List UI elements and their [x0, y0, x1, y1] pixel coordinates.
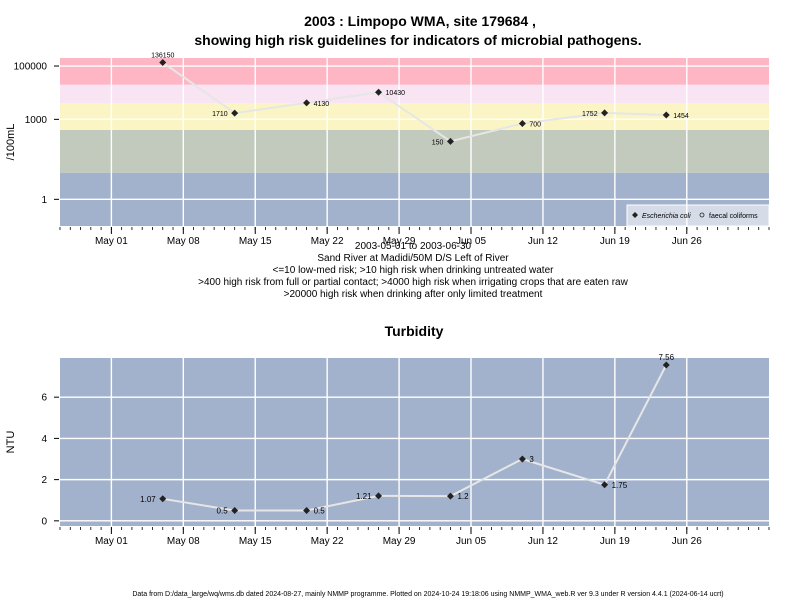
- y-tick-label-0: 0: [41, 516, 47, 527]
- site-description: Sand River at Madidi/50M D/S Left of Riv…: [317, 253, 509, 264]
- data-label-3: 1.21: [356, 492, 372, 501]
- x-tick-label-3: May 22: [311, 536, 344, 547]
- x-tick-label-7: Jun 19: [600, 536, 630, 547]
- data-point-4: [446, 492, 454, 500]
- y-tick-label-2: 100000: [14, 62, 48, 73]
- y-tick-label-0: 1: [41, 195, 47, 206]
- x-tick-label-0: May 01: [95, 236, 128, 247]
- data-label-7: 7.56: [658, 353, 674, 362]
- y-tick-label-1: 1000: [25, 115, 48, 126]
- x-tick-label-2: May 15: [239, 236, 272, 247]
- x-tick-label-2: May 15: [239, 536, 272, 547]
- data-point-5: [518, 119, 526, 127]
- risk-band-3: [60, 84, 769, 104]
- x-tick-label-4: May 29: [383, 536, 416, 547]
- risk-band-4: [60, 58, 769, 85]
- turbidity-title: Turbidity: [385, 323, 444, 339]
- data-point-2: [303, 507, 311, 515]
- microbial-chart: May 01 May 08 May 15 May 22 May 29 Jun 05 Jun …: [5, 52, 770, 247]
- data-label-1: 1710: [212, 111, 228, 118]
- data-label-2: 4130: [314, 101, 330, 108]
- risk-note-3: >20000 high risk when drinking after onl…: [284, 289, 543, 300]
- risk-note-2: >400 high risk from full or partial cont…: [198, 277, 628, 288]
- legend-box: [626, 204, 770, 227]
- date-range-label: 2003-05-01 to 2003-06-30: [355, 241, 472, 252]
- chart-title-line1: 2003 : Limpopo WMA, site 179684 ,: [304, 13, 536, 29]
- x-tick-label-8: Jun 26: [672, 536, 702, 547]
- data-label-6: 1.75: [612, 481, 628, 490]
- data-label-4: 150: [432, 139, 444, 146]
- x-tick-label-6: Jun 12: [528, 536, 558, 547]
- plot-background: [60, 358, 769, 526]
- data-point-0: [159, 58, 167, 66]
- data-label-6: 1752: [582, 111, 598, 118]
- data-point-3: [375, 88, 383, 96]
- legend-label-ecoli: Escherichia coli: [642, 213, 691, 220]
- y-axis-label: /100mL: [5, 124, 17, 161]
- data-point-1: [231, 109, 239, 117]
- legend-marker-ecoli: [632, 212, 638, 218]
- data-point-1: [231, 507, 239, 515]
- turbidity-chart: May 01 May 08 May 15 May 22 May 29 Jun 05 Jun …: [5, 353, 770, 547]
- x-tick-label-1: May 08: [167, 536, 200, 547]
- y-tick-label-3: 6: [41, 393, 47, 404]
- x-tick-label-1: May 08: [167, 236, 200, 247]
- data-label-7: 1454: [673, 113, 689, 120]
- series-line-0: [162, 364, 668, 512]
- series-line-0: [162, 61, 667, 143]
- legend-marker-faecal: [699, 212, 705, 218]
- data-label-1: 0.5: [217, 507, 229, 516]
- data-label-4: 1.2: [457, 492, 469, 501]
- x-tick-label-7: Jun 19: [600, 236, 630, 247]
- x-tick-label-3: May 22: [311, 236, 344, 247]
- data-label-0: 1.07: [140, 495, 156, 504]
- y-tick-label-2: 4: [41, 434, 47, 445]
- data-point-7: [662, 361, 670, 369]
- y-tick-label-1: 2: [41, 475, 47, 486]
- data-point-3: [375, 492, 383, 500]
- x-tick-label-4: May 29: [383, 236, 416, 247]
- data-point-7: [662, 111, 670, 119]
- x-tick-label-0: May 01: [95, 536, 128, 547]
- data-point-6: [601, 481, 609, 489]
- data-point-6: [601, 109, 609, 117]
- data-label-5: 700: [529, 121, 541, 128]
- risk-band-1: [60, 129, 769, 173]
- data-label-3: 10430: [386, 90, 406, 97]
- data-label-2: 0.5: [314, 507, 326, 516]
- legend-label-faecal: faecal coliforms: [709, 213, 758, 220]
- x-tick-label-5: Jun 05: [456, 536, 486, 547]
- x-tick-label-6: Jun 12: [528, 236, 558, 247]
- chart-title-line2: showing high risk guidelines for indicat…: [194, 32, 641, 48]
- footer-note: Data from D:/data_large/wq/wms.db dated …: [132, 591, 723, 598]
- data-point-0: [159, 495, 167, 503]
- risk-note-1: <=10 low-med risk; >10 high risk when dr…: [273, 265, 555, 276]
- y-axis-label: NTU: [5, 431, 17, 454]
- data-label-0: 136150: [151, 52, 174, 59]
- x-tick-label-5: Jun 05: [456, 236, 486, 247]
- data-label-5: 3: [529, 455, 534, 464]
- x-tick-label-8: Jun 26: [672, 236, 702, 247]
- data-point-5: [518, 455, 526, 463]
- data-point-2: [303, 99, 311, 107]
- data-point-4: [446, 137, 454, 145]
